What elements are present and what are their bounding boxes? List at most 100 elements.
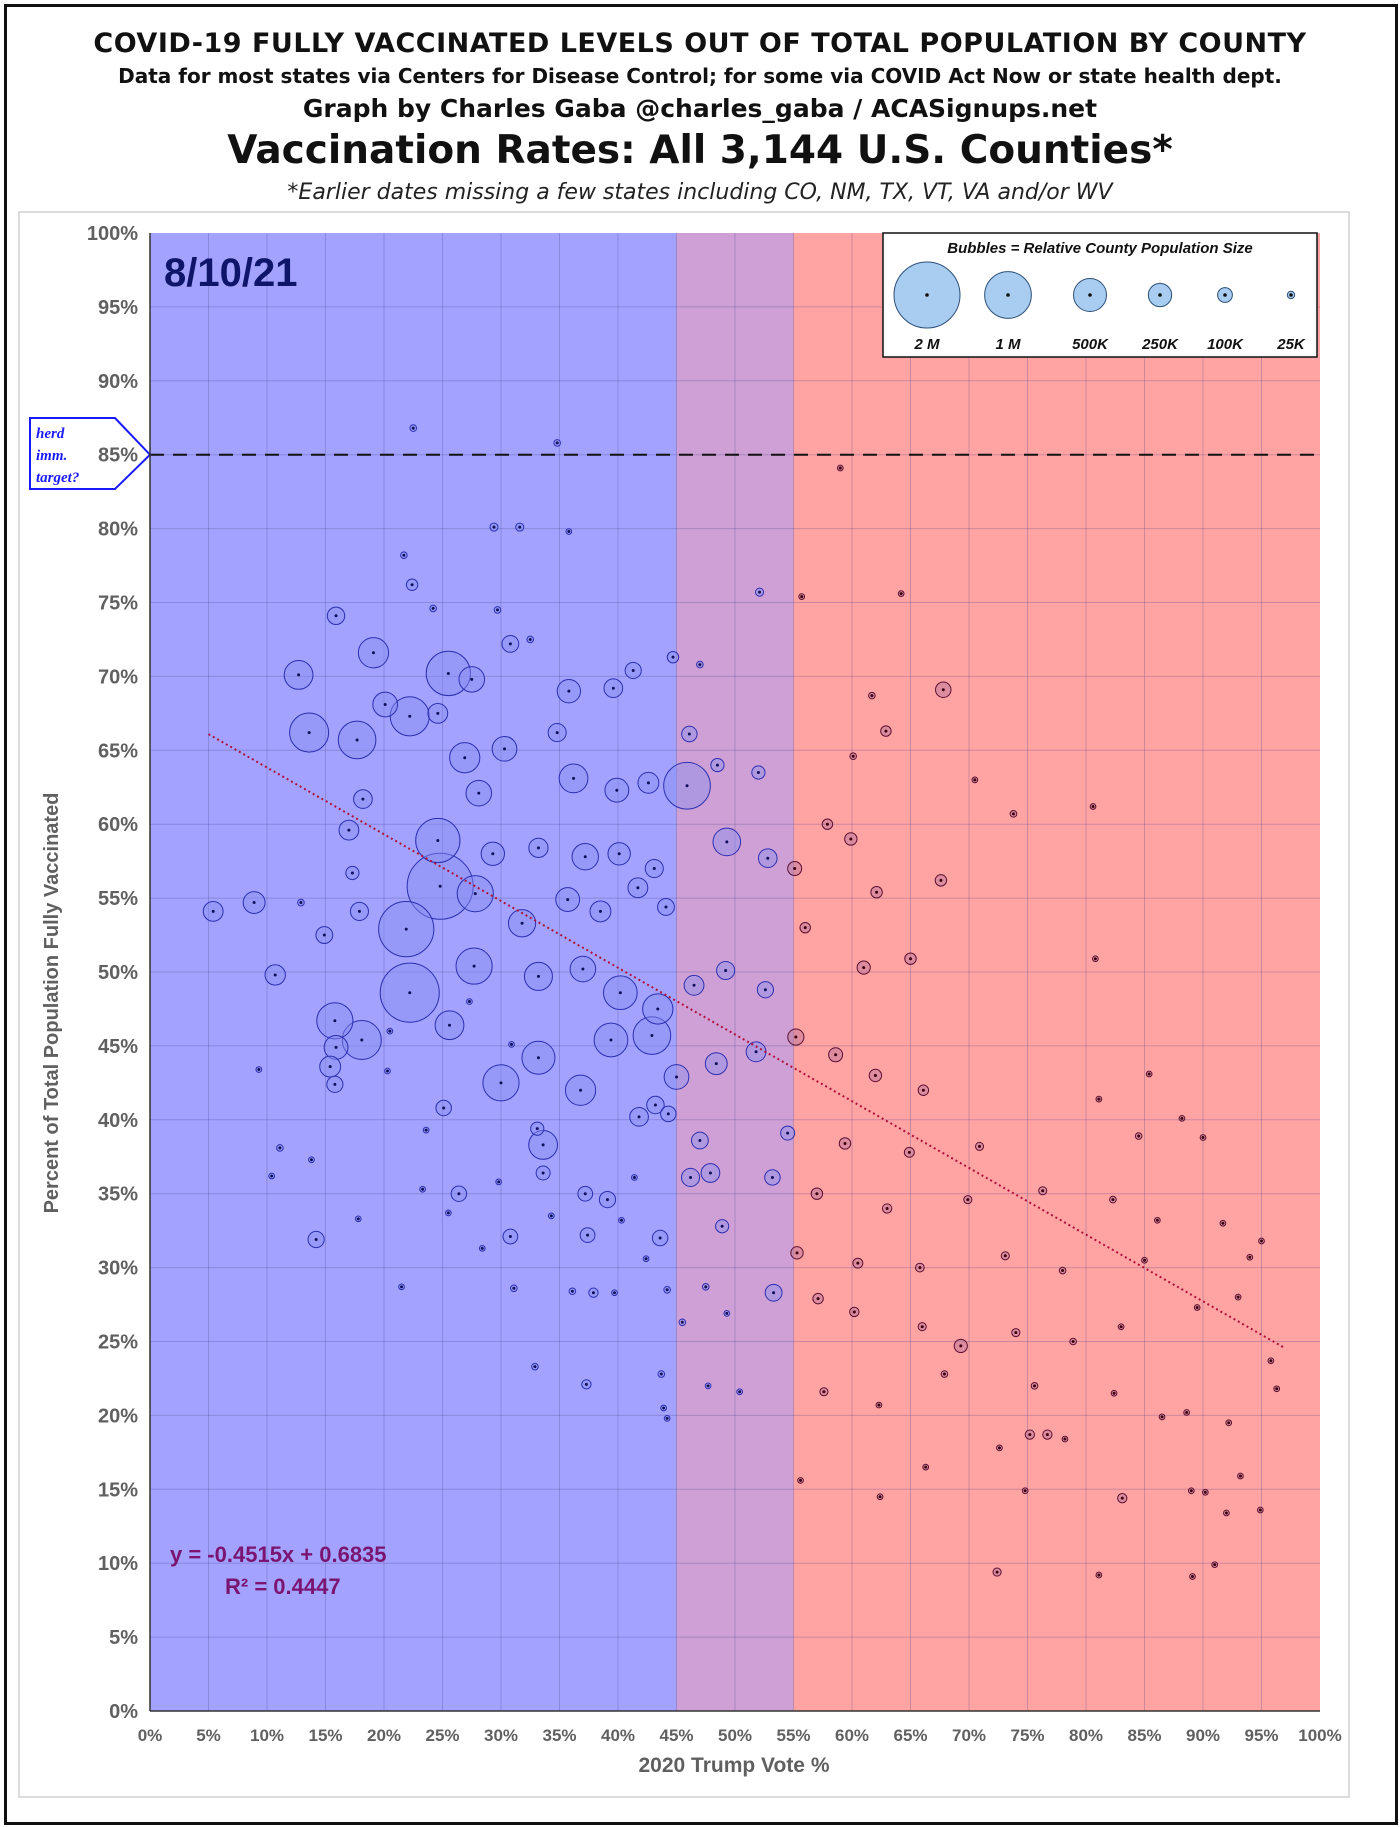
county-center-dot xyxy=(404,927,408,931)
county-center-dot xyxy=(834,1053,838,1057)
x-tick-label: 95% xyxy=(1244,1726,1278,1745)
county-center-dot xyxy=(1003,1254,1007,1258)
county-center-dot xyxy=(758,590,762,594)
county-center-dot xyxy=(870,694,874,698)
trendline xyxy=(208,733,1286,1349)
county-center-dot xyxy=(1180,1116,1184,1120)
county-center-dot xyxy=(508,642,512,646)
county-center-dot xyxy=(1097,1573,1101,1577)
x-tick-label: 80% xyxy=(1069,1726,1103,1745)
county-center-dot xyxy=(586,1233,590,1237)
county-center-dot xyxy=(997,1446,1001,1450)
county-center-dot xyxy=(689,1175,693,1179)
county-center-dot xyxy=(446,1211,450,1215)
county-center-dot xyxy=(322,933,326,937)
county-center-dot xyxy=(852,1310,856,1314)
county-center-dot xyxy=(631,668,635,672)
county-center-dot xyxy=(357,909,361,913)
county-center-dot xyxy=(822,1390,826,1394)
x-tick-label: 30% xyxy=(484,1726,518,1745)
r-squared: R² = 0.4447 xyxy=(225,1574,341,1599)
county-center-dot xyxy=(1023,1489,1027,1493)
county-center-dot xyxy=(1061,1269,1065,1273)
county-center-dot xyxy=(334,1045,338,1049)
county-center-dot xyxy=(671,655,675,659)
county-center-dot xyxy=(766,856,770,860)
county-center-dot xyxy=(1224,1511,1228,1515)
y-tick-label: 5% xyxy=(109,1627,138,1649)
legend-title: Bubbles = Relative County Population Siz… xyxy=(947,240,1252,257)
county-center-dot xyxy=(549,1214,553,1218)
legend-bubble-dot xyxy=(1223,293,1227,297)
county-center-dot xyxy=(772,1291,776,1295)
county-center-dot xyxy=(907,1150,911,1154)
county-center-dot xyxy=(738,1390,742,1394)
legend-size-label: 500K xyxy=(1072,336,1109,353)
county-center-dot xyxy=(666,1112,670,1116)
county-center-dot xyxy=(658,1236,662,1240)
county-center-dot xyxy=(687,732,691,736)
county-center-dot xyxy=(884,729,888,733)
county-center-dot xyxy=(252,901,256,905)
county-center-dot xyxy=(1201,1136,1205,1140)
county-center-dot xyxy=(541,1171,545,1175)
county-center-dot xyxy=(685,784,689,788)
header-line-2: Data for most states via Centers for Dis… xyxy=(118,64,1282,88)
county-center-dot xyxy=(572,776,576,780)
county-center-dot xyxy=(724,969,728,973)
county-center-dot xyxy=(1041,1189,1045,1193)
legend-bubble-dot xyxy=(1006,293,1010,297)
y-tick-label: 55% xyxy=(98,888,138,910)
county-center-dot xyxy=(470,677,474,681)
county-center-dot xyxy=(1238,1474,1242,1478)
county-center-dot xyxy=(873,1073,877,1077)
zone-red xyxy=(793,233,1320,1711)
y-tick-label: 100% xyxy=(87,223,138,245)
county-center-dot xyxy=(518,525,522,529)
legend-bubble-dot xyxy=(1158,293,1162,297)
county-center-dot xyxy=(495,608,499,612)
county-center-dot xyxy=(431,606,435,610)
legend-size-label: 100K xyxy=(1207,336,1244,353)
county-center-dot xyxy=(436,838,440,842)
county-center-dot xyxy=(436,711,440,715)
county-center-dot xyxy=(598,909,602,913)
herd-callout-text: target? xyxy=(36,470,79,486)
county-center-dot xyxy=(1137,1134,1141,1138)
county-center-dot xyxy=(1093,957,1097,961)
legend-size-label: 25K xyxy=(1276,336,1306,353)
county-center-dot xyxy=(612,1291,616,1295)
county-center-dot xyxy=(899,592,903,596)
x-axis-label: 2020 Trump Vote % xyxy=(638,1754,829,1777)
county-center-dot xyxy=(1147,1072,1151,1076)
county-center-dot xyxy=(360,1038,364,1042)
county-center-dot xyxy=(843,1141,847,1145)
county-center-dot xyxy=(508,1235,512,1239)
county-center-dot xyxy=(632,1175,636,1179)
county-center-dot xyxy=(356,1217,360,1221)
county-center-dot xyxy=(1120,1496,1124,1500)
county-center-dot xyxy=(885,1206,889,1210)
county-center-dot xyxy=(995,1570,999,1574)
county-center-dot xyxy=(664,905,668,909)
bubble-size-legend: Bubbles = Relative County Population Siz… xyxy=(882,232,1318,358)
county-center-dot xyxy=(566,898,570,902)
county-center-dot xyxy=(816,1297,820,1301)
county-center-dot xyxy=(499,1081,503,1085)
y-tick-label: 75% xyxy=(98,593,138,615)
county-center-dot xyxy=(652,867,656,871)
x-tick-label: 50% xyxy=(718,1726,752,1745)
county-center-dot xyxy=(1258,1508,1262,1512)
y-tick-label: 85% xyxy=(98,445,138,467)
county-center-dot xyxy=(799,1478,803,1482)
county-center-dot xyxy=(615,788,619,792)
county-center-dot xyxy=(361,797,365,801)
county-center-dot xyxy=(942,1372,946,1376)
county-center-dot xyxy=(1011,812,1015,816)
county-center-dot xyxy=(725,1311,729,1315)
county-center-dot xyxy=(680,1320,684,1324)
county-center-dot xyxy=(803,926,807,930)
county-center-dot xyxy=(770,1175,774,1179)
county-center-dot xyxy=(921,1088,925,1092)
